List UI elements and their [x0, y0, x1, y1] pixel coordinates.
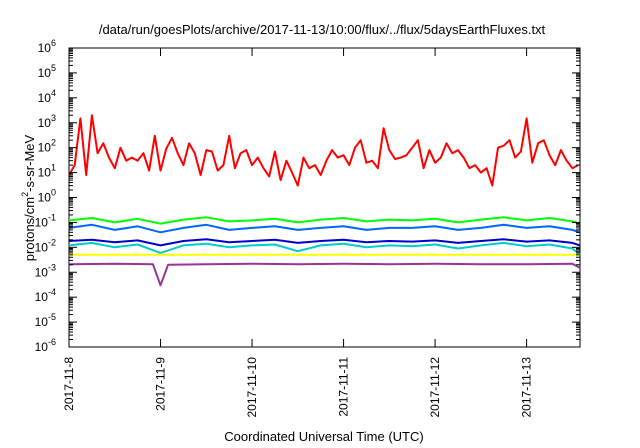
y-tick-exponent: 5 [51, 63, 56, 73]
y-axis-label-prefix: protons/cm [22, 197, 37, 261]
series-line-3 [68, 223, 581, 234]
y-tick-labels: 10-610-510-410-310-210-11001011021031041… [35, 38, 56, 354]
y-axis-label-suffix: -s-sr-MeV [22, 134, 37, 191]
y-tick-label: 10-3 [35, 262, 56, 279]
y-tick-exponent: -5 [48, 312, 56, 322]
y-tick-exponent: 4 [51, 88, 56, 98]
plot-area [68, 47, 581, 348]
x-axis-label: Coordinated Universal Time (UTC) [224, 429, 423, 444]
y-tick-label: 103 [38, 113, 56, 130]
x-tick-label: 2017-11-9 [154, 357, 168, 411]
y-tick-exponent: -3 [48, 262, 56, 272]
y-tick-exponent: -2 [48, 237, 56, 247]
y-tick-base: 10 [35, 265, 49, 279]
y-tick-exponent: 3 [51, 113, 56, 123]
y-tick-base: 10 [35, 290, 49, 304]
x-tick-label: 2017-11-10 [245, 357, 259, 418]
plot-frame [68, 47, 581, 348]
series-line-5 [68, 238, 581, 247]
y-tick-base: 10 [35, 215, 49, 229]
y-tick-base: 10 [35, 340, 49, 354]
x-tick-label: 2017-11-12 [428, 357, 442, 418]
x-tick-label: 2017-11-8 [62, 357, 76, 411]
y-tick-base: 10 [38, 191, 52, 205]
y-tick-exponent: -1 [48, 212, 56, 222]
y-tick-base: 10 [35, 240, 49, 254]
y-tick-label: 10-6 [35, 337, 56, 354]
y-tick-label: 105 [38, 63, 56, 80]
y-tick-label: 10-1 [35, 212, 56, 229]
y-tick-base: 10 [38, 141, 52, 155]
y-tick-label: 10-2 [35, 237, 56, 254]
y-tick-base: 10 [38, 41, 52, 55]
y-tick-exponent: 0 [51, 188, 56, 198]
y-tick-exponent: 6 [51, 38, 56, 48]
tick-layer [68, 47, 580, 348]
y-tick-base: 10 [38, 66, 52, 80]
y-axis-label: protons/cm2-s-sr-MeV [20, 134, 37, 261]
y-tick-label: 101 [38, 163, 56, 180]
y-tick-base: 10 [38, 166, 52, 180]
y-tick-exponent: -4 [48, 287, 56, 297]
x-tick-label: 2017-11-11 [337, 357, 351, 417]
x-tick-labels: 2017-11-8 2017-11-9 2017-11-10 2017-11-11 20… [62, 357, 534, 418]
y-tick-label: 102 [38, 138, 56, 155]
y-axis-label-exponent: 2 [20, 192, 30, 197]
y-tick-label: 104 [38, 88, 56, 105]
y-tick-base: 10 [35, 315, 49, 329]
y-tick-label: 10-5 [35, 312, 56, 329]
y-tick-base: 10 [38, 91, 52, 105]
series-layer [68, 114, 581, 287]
series-line-2 [68, 216, 581, 225]
y-tick-exponent: 2 [51, 138, 56, 148]
series-line-1 [68, 114, 579, 187]
series-line-4 [68, 241, 581, 256]
y-tick-label: 100 [38, 188, 56, 205]
y-tick-exponent: -6 [48, 337, 56, 347]
y-tick-base: 10 [38, 116, 52, 130]
x-tick-label: 2017-11-13 [520, 357, 534, 418]
y-tick-label: 10-4 [35, 287, 56, 304]
y-tick-label: 106 [38, 38, 56, 55]
chart-title: /data/run/goesPlots/archive/2017-11-13/1… [99, 22, 546, 37]
series-line-7 [68, 262, 581, 287]
y-tick-exponent: 1 [51, 163, 56, 173]
